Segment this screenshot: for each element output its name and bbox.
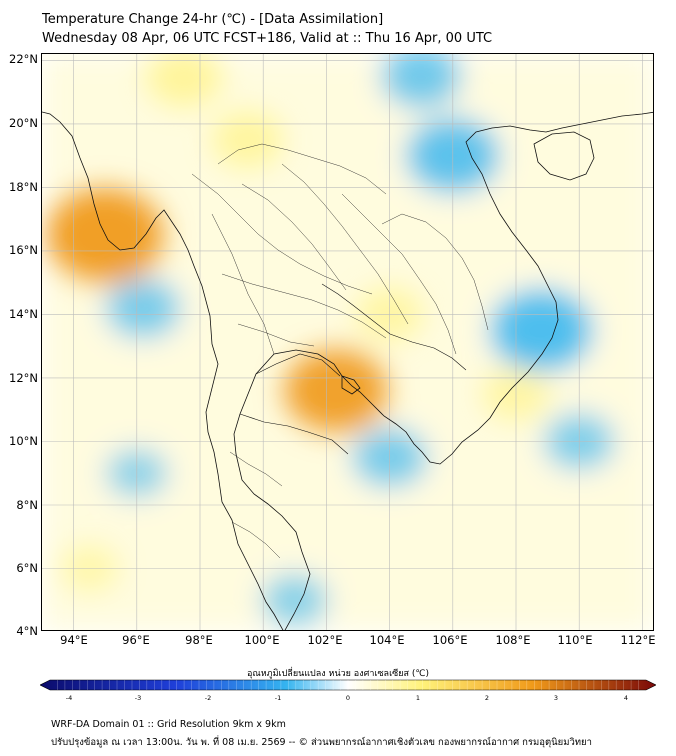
lat-label: 18°N (9, 180, 38, 194)
lon-label: 94°E (60, 633, 88, 647)
lat-label: 8°N (16, 498, 38, 512)
colorbar-tick: -2 (204, 694, 212, 702)
lon-label: 104°E (369, 633, 405, 647)
colorbar-tick: 4 (623, 694, 629, 702)
anomaly-blob (381, 54, 462, 109)
anomaly-blob (146, 54, 222, 107)
lat-label: 6°N (16, 561, 38, 575)
lon-label: 108°E (495, 633, 531, 647)
lat-label: 12°N (9, 371, 38, 385)
anomaly-blob (490, 289, 593, 372)
lon-label: 100°E (244, 633, 280, 647)
anomaly-blob (211, 111, 283, 169)
lon-label: 96°E (122, 633, 150, 647)
lon-label: 110°E (557, 633, 593, 647)
province-borders (191, 143, 489, 559)
footer-credit: ปรับปรุงข้อมูล ณ เวลา 13:00น. วัน พ. ที่… (51, 737, 592, 748)
lon-label: 98°E (185, 633, 213, 647)
colorbar-label: อุณหภูมิเปลี่ยนแปลง หน่วย องศาเซลเซียส (… (246, 669, 430, 679)
anomaly-blob (105, 277, 181, 339)
map-subtitle: Wednesday 08 Apr, 06 UTC FCST+186, Valid… (42, 31, 493, 46)
coastline (42, 111, 653, 630)
map-title: Temperature Change 24-hr (℃) - [Data Ass… (42, 12, 384, 27)
graticule (42, 54, 653, 630)
anomaly-field (42, 54, 653, 630)
lat-label: 16°N (9, 243, 38, 257)
colorbar-tick: -4 (65, 694, 73, 702)
colorbar-tick: -1 (274, 694, 282, 702)
lon-label: 102°E (307, 633, 343, 647)
footer-model-info: WRF-DA Domain 01 :: Grid Resolution 9km … (51, 719, 286, 730)
colorbar-tick: 0 (345, 694, 351, 702)
lon-label: 106°E (432, 633, 468, 647)
colorbar-tick: 1 (415, 694, 421, 702)
lat-label: 20°N (9, 116, 38, 130)
colorbar-tick: 3 (553, 694, 559, 702)
map-panel[interactable] (41, 53, 654, 631)
colorbar-tick: 2 (484, 694, 490, 702)
colorbar (40, 679, 656, 691)
colorbar-tick: -3 (134, 694, 142, 702)
lat-label: 22°N (9, 52, 38, 66)
lat-label: 4°N (16, 624, 38, 638)
lat-label: 10°N (9, 434, 38, 448)
lon-label: 112°E (620, 633, 656, 647)
map-canvas[interactable] (42, 54, 654, 631)
colorbar-bar (40, 679, 656, 691)
anomaly-blob (282, 347, 390, 434)
lat-label: 14°N (9, 307, 38, 321)
anomaly-blob (261, 573, 329, 627)
